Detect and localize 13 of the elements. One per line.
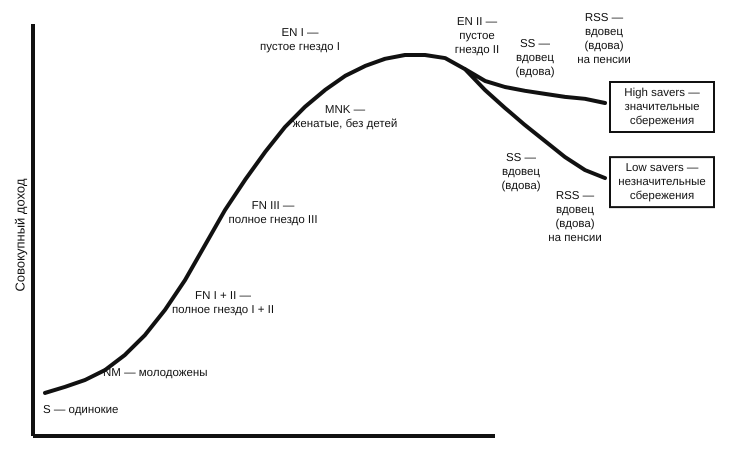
annotation: RSS — вдовец (вдова) на пенсии bbox=[548, 190, 602, 244]
annotation: FN III — полное гнездо III bbox=[228, 200, 318, 226]
annotation: FN I + II — полное гнездо I + II bbox=[172, 290, 274, 316]
series-label: High savers — значительные сбережения bbox=[624, 87, 700, 128]
annotation: S — одинокие bbox=[43, 404, 118, 416]
annotation: MNK — женатые, без детей bbox=[292, 104, 398, 130]
annotation: RSS — вдовец (вдова) на пенсии bbox=[577, 12, 631, 66]
y-axis-title: Совокупный доход bbox=[12, 178, 28, 292]
annotation: SS — вдовец (вдова) bbox=[501, 152, 541, 192]
annotation: SS — вдовец (вдова) bbox=[515, 38, 555, 78]
annotation: EN II — пустое гнездо II bbox=[454, 16, 500, 56]
series-label: Low savers — незначительные сбережения bbox=[618, 162, 706, 202]
text: EN I — пустое гнездо I bbox=[260, 27, 340, 53]
